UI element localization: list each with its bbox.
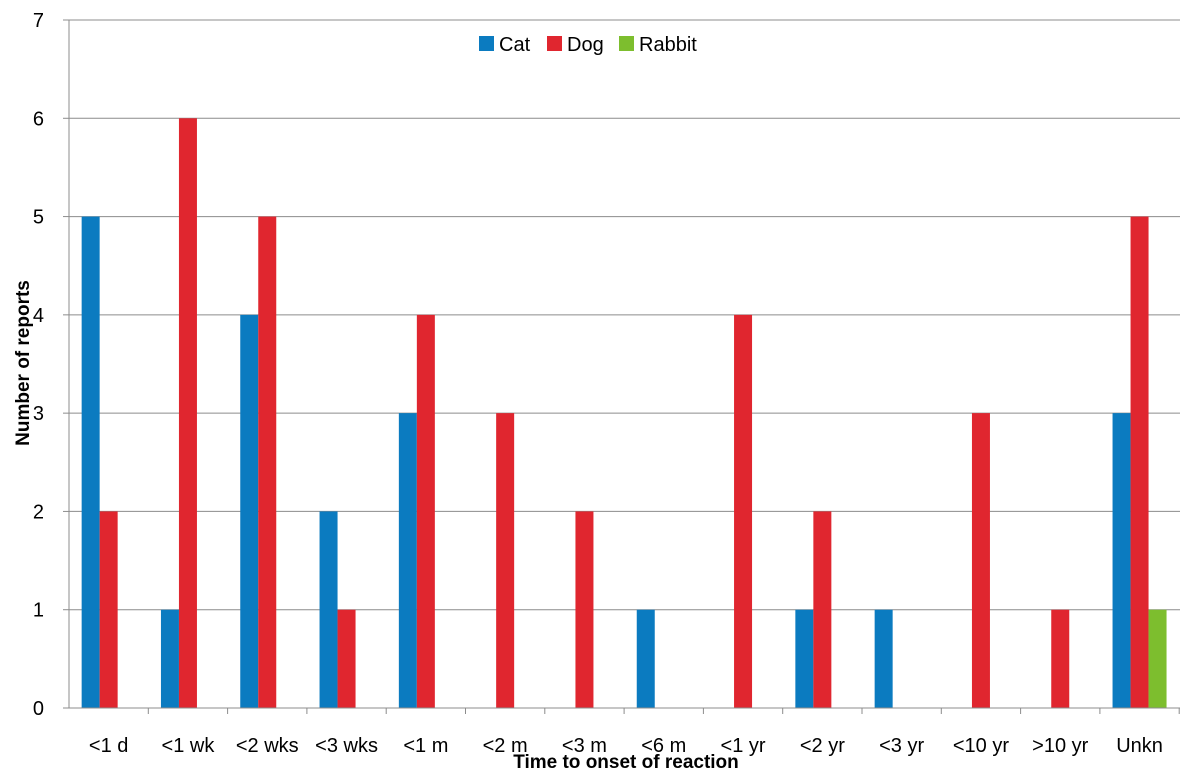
legend-label: Dog [567, 34, 604, 56]
x-tick-labels: <1 d <1 wk <2 wks <3 wks <1 m <2 m <3 m <6 m <1 … [89, 735, 1163, 757]
bar-dog [337, 609, 356, 708]
x-tick-label: <10 yr [953, 735, 1009, 757]
bar-dog [971, 413, 990, 708]
bar-cat [874, 609, 893, 708]
bar-dog [575, 511, 594, 708]
y-tick-labels: 0 1 2 3 4 5 6 7 [33, 10, 44, 720]
legend-label: Cat [499, 34, 531, 56]
axes [63, 19, 1180, 714]
bar-dog [178, 118, 197, 709]
x-tick-label: Unkn [1116, 735, 1163, 757]
y-tick-label: 1 [33, 600, 44, 622]
bar-rabbit [1148, 609, 1167, 708]
x-tick-label: <1 m [403, 735, 448, 757]
x-tick-label: <1 yr [721, 735, 766, 757]
legend-swatch [619, 36, 634, 51]
x-tick-label: <2 m [483, 735, 528, 757]
y-tick-label: 0 [33, 698, 44, 720]
bar-cat [240, 314, 259, 708]
bar-cat [160, 609, 179, 708]
bar-dog [416, 314, 435, 708]
y-axis-title: Number of reports [13, 280, 34, 446]
y-tick-label: 4 [33, 305, 44, 327]
legend: Cat Dog Rabbit [479, 34, 697, 56]
y-tick-label: 3 [33, 403, 44, 425]
x-tick-label: <3 yr [879, 735, 924, 757]
bar-cat [1112, 413, 1131, 708]
legend-swatch [547, 36, 562, 51]
x-tick-label: <1 d [89, 735, 128, 757]
bar-dog [258, 216, 277, 709]
gridlines [69, 19, 1180, 611]
x-tick-label: <3 wks [315, 735, 378, 757]
bar-dog [1130, 216, 1149, 709]
bar-cat [795, 609, 814, 708]
bar-cat [81, 216, 100, 709]
bar-dog [734, 314, 753, 708]
y-tick-label: 7 [33, 10, 44, 32]
bar-dog [813, 511, 832, 708]
bar-cat [636, 609, 655, 708]
legend-label: Rabbit [639, 34, 697, 56]
x-tick-label: >10 yr [1032, 735, 1088, 757]
bar-cat [319, 511, 338, 708]
x-axis-title: Time to onset of reaction [513, 752, 739, 773]
x-tick-label: <6 m [641, 735, 686, 757]
x-tick-label: <3 m [562, 735, 607, 757]
y-tick-label: 2 [33, 501, 44, 523]
x-tick-label: <2 wks [236, 735, 299, 757]
bar-group [81, 118, 1167, 709]
y-tick-label: 6 [33, 108, 44, 130]
bar-dog [1051, 609, 1070, 708]
x-tick-label: <1 wk [162, 735, 216, 757]
bar-dog [99, 511, 118, 708]
legend-swatch [479, 36, 494, 51]
x-tick-label: <2 yr [800, 735, 845, 757]
bar-dog [496, 413, 515, 708]
bar-cat [398, 413, 417, 708]
y-tick-label: 5 [33, 207, 44, 229]
